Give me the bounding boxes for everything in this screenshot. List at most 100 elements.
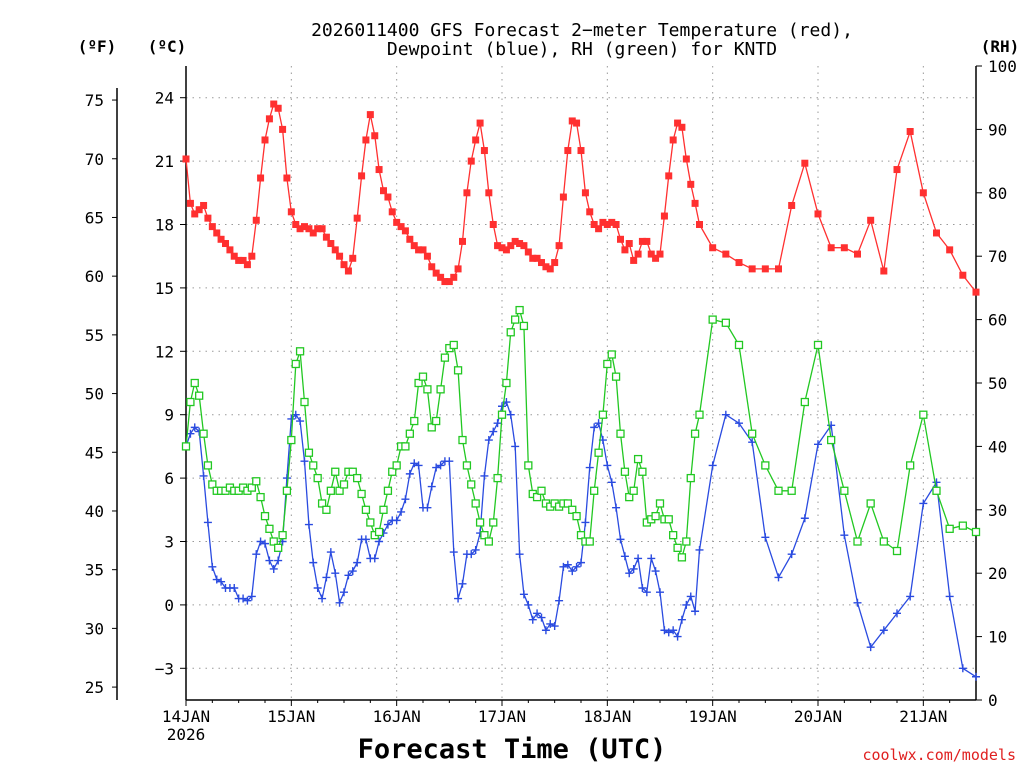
dewpoint-point	[528, 615, 537, 624]
dewpoint-point	[616, 535, 625, 544]
rh-point	[471, 499, 480, 508]
rh-point	[690, 429, 700, 438]
dewpoint-point	[541, 626, 550, 635]
rh-point	[611, 372, 621, 381]
rh-point	[734, 340, 744, 350]
rh-point	[625, 492, 634, 502]
x-tick-label: 18JAN	[583, 707, 631, 726]
dewpoint-point	[669, 626, 678, 635]
dewpoint-point	[392, 516, 401, 525]
temperature-point	[265, 115, 273, 123]
dewpoint-point	[331, 569, 340, 578]
c-tick-label: 15	[155, 279, 174, 298]
dewpoint-point	[787, 550, 796, 559]
f-tick-label: 25	[85, 678, 104, 697]
temperature-point	[617, 235, 624, 243]
dewpoint-point	[840, 531, 849, 540]
rh-point	[199, 429, 208, 438]
temperature-point	[283, 174, 291, 182]
rh-point	[787, 486, 796, 495]
rh-point	[677, 553, 687, 562]
temperature-point	[459, 237, 466, 245]
rh-point	[462, 461, 472, 470]
temperature-point	[397, 223, 405, 231]
temperature-point	[336, 252, 344, 260]
dewpoint-point	[274, 556, 283, 565]
temperature-point	[801, 159, 809, 167]
rh-point	[265, 524, 274, 533]
dewpoint-point	[629, 564, 638, 573]
rh-point	[827, 435, 836, 445]
dewpoint-point	[212, 575, 221, 584]
temperature-point	[274, 104, 282, 112]
rh-point	[383, 486, 393, 495]
dewpoint-point	[423, 503, 432, 512]
rh-point	[480, 531, 489, 540]
f-tick-label: 75	[85, 91, 104, 110]
x-tick-label: 16JAN	[373, 707, 421, 726]
rh-point	[532, 492, 542, 502]
dewpoint-point	[572, 562, 581, 571]
dewpoint-point	[550, 622, 559, 631]
x-tick-label: 19JAN	[689, 707, 737, 726]
rh-tick-label: 20	[988, 564, 1007, 583]
dewpoint-point	[607, 478, 616, 487]
temperature-point	[735, 259, 743, 267]
rh-point	[374, 527, 384, 537]
dewpoint-point	[568, 567, 577, 576]
dewpoint-point	[199, 471, 208, 480]
temperature-point	[542, 263, 550, 271]
temperature-point	[638, 237, 646, 245]
rh-point	[506, 328, 515, 337]
rh-point	[247, 483, 256, 492]
dewpoint-point	[344, 571, 353, 580]
rh-point	[181, 442, 191, 451]
temperature-point	[761, 265, 769, 273]
rh-point	[348, 467, 357, 476]
dewpoint-point	[410, 459, 419, 468]
temperature-point	[687, 180, 695, 188]
rh-point	[484, 537, 493, 546]
temperature-point	[445, 278, 453, 286]
temperature-point	[230, 252, 238, 260]
temperature-point	[652, 254, 660, 262]
dewpoint-point	[269, 564, 278, 573]
dewpoint-point	[620, 552, 629, 561]
temperature-point	[217, 235, 225, 243]
temperature-point	[775, 265, 782, 273]
temperature-point	[270, 100, 278, 108]
rh-point	[379, 505, 388, 514]
temperature-point	[239, 256, 247, 264]
dewpoint-point	[546, 619, 555, 628]
rh-point	[840, 486, 849, 495]
dewpoint-point	[309, 558, 318, 567]
rh-point	[423, 385, 432, 394]
rh-point	[585, 537, 594, 546]
dewpoint-point	[682, 600, 691, 609]
dewpoint-point	[414, 461, 423, 470]
temperature-point	[410, 242, 418, 250]
dewpoint-point	[735, 419, 743, 428]
dewpoint-point	[326, 548, 335, 557]
fahrenheit-axis-unit: (ºF)	[78, 37, 117, 56]
rh-point	[945, 524, 954, 533]
temperature-point	[678, 123, 686, 131]
rh-point	[287, 435, 296, 445]
temperature-point	[437, 273, 445, 281]
rh-point	[418, 372, 428, 381]
f-tick-label: 50	[85, 385, 104, 404]
temperature-point	[946, 246, 954, 254]
rh-point	[708, 315, 717, 324]
dewpoint-point	[656, 588, 664, 597]
temperature-point	[599, 218, 607, 226]
dewpoint-point	[318, 594, 327, 603]
rh-point	[410, 416, 419, 426]
c-tick-label: −3	[155, 659, 174, 678]
dewpoint-point	[581, 518, 590, 527]
rh-point	[515, 305, 524, 315]
temperature-point	[919, 189, 927, 197]
temperature-point	[419, 246, 427, 254]
dewpoint-point	[493, 419, 502, 428]
rh-point	[339, 480, 349, 489]
temperature-point	[494, 242, 502, 250]
